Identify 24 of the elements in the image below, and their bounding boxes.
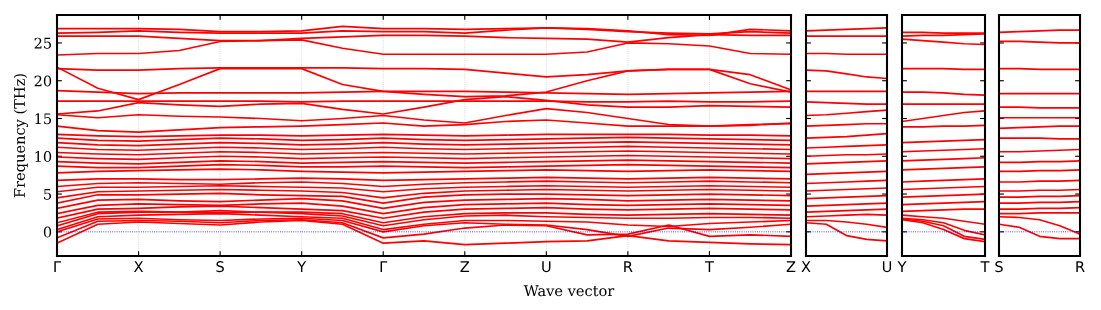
y-axis-title: Frequency (THz) xyxy=(13,74,29,198)
x-tick-label: T xyxy=(980,261,990,272)
x-tick-label: Z xyxy=(460,261,470,272)
x-tick-label: Y xyxy=(297,261,307,272)
x-tick-label: X xyxy=(801,261,811,272)
y-tick-label: 5 xyxy=(44,188,52,200)
x-tick-label: Γ xyxy=(380,261,388,272)
x-tick-label: Y xyxy=(897,261,907,272)
y-tick-label: 0 xyxy=(43,226,52,238)
y-tick-label: 10 xyxy=(35,150,52,163)
x-tick-label: R xyxy=(624,261,633,272)
y-tick-label: 25 xyxy=(34,37,52,49)
x-tick-label: Γ xyxy=(54,261,61,272)
x-axis-title: Wave vector xyxy=(523,285,615,297)
x-tick-label: Z xyxy=(786,261,796,272)
x-tick-label: T xyxy=(704,261,714,272)
x-tick-label: U xyxy=(542,261,551,273)
x-tick-label: X xyxy=(134,261,144,272)
x-tick-label: S xyxy=(216,261,224,273)
x-tick-label: R xyxy=(1076,261,1085,272)
x-tick-label: U xyxy=(882,261,892,273)
x-tick-label: S xyxy=(995,261,1003,273)
y-tick-label: 20 xyxy=(34,75,52,87)
y-tick-label: 15 xyxy=(35,113,52,125)
